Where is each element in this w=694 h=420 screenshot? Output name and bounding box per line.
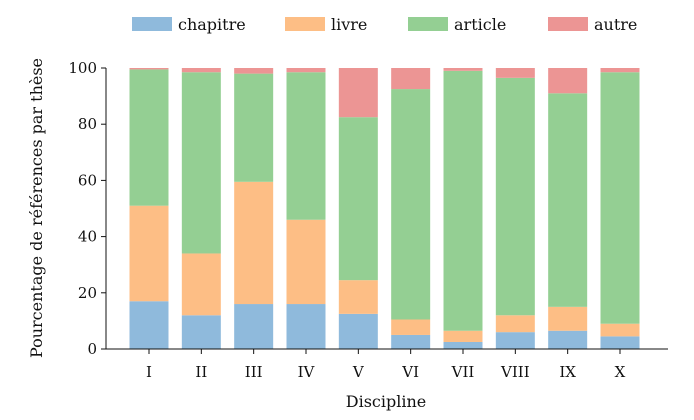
bar-autre-IV [286,68,326,73]
y-tick-label: 80 [78,115,97,133]
bar-chapitre-VI [391,334,431,349]
x-tick-label: IV [298,363,316,381]
bar-livre-I [129,205,169,302]
bar-livre-II [181,253,221,316]
bar-autre-X [600,68,640,73]
bar-chapitre-VII [443,341,483,349]
bar-autre-I [129,68,169,70]
y-tick-label: 20 [78,284,97,302]
bar-chapitre-II [181,315,221,349]
legend-swatch-article [408,17,448,31]
bar-autre-V [338,68,378,118]
legend-swatch-autre [548,17,588,31]
x-tick-label: III [245,363,263,381]
legend-label-article: article [454,15,506,34]
x-tick-label: VIII [500,363,530,381]
bar-article-IX [548,93,588,307]
bar-article-IV [286,72,326,220]
bar-livre-X [600,323,640,337]
bar-article-I [129,69,169,206]
x-tick-label: X [615,363,626,381]
y-tick-label: 0 [87,340,97,358]
x-ticks: I II III IV V VI VII VIII IX X [146,349,626,381]
x-axis-label: Discipline [346,392,426,411]
bar-chapitre-X [600,336,640,349]
x-tick-label: I [146,363,152,381]
y-tick-label: 100 [68,59,97,77]
legend-swatch-livre [285,17,325,31]
bar-article-X [600,72,640,324]
legend-label-chapitre: chapitre [178,15,246,34]
bar-chapitre-V [338,313,378,350]
bar-chapitre-I [129,301,169,349]
x-tick-label: V [352,363,365,381]
bar-livre-V [338,280,378,314]
bar-livre-IX [548,306,588,331]
y-tick-label: 60 [78,171,97,189]
legend-swatch-chapitre [132,17,172,31]
bar-chapitre-VIII [495,332,535,349]
bar-article-III [234,73,274,182]
bars [129,68,640,350]
axes [105,68,668,350]
x-tick-label: VI [401,363,419,381]
bar-livre-IV [286,219,326,305]
y-tick-label: 40 [78,228,97,246]
x-tick-label: VII [451,363,475,381]
bar-livre-VII [443,330,483,342]
bar-article-V [338,117,378,281]
bar-article-VII [443,70,483,331]
x-tick-label: IX [559,363,576,381]
x-tick-label: II [195,363,207,381]
y-ticks: 0 20 40 60 80 100 [68,59,106,358]
bar-livre-VI [391,319,431,335]
legend: chapitre livre article autre [132,15,637,34]
bar-chapitre-III [234,304,274,349]
bar-chapitre-IX [548,330,588,349]
bar-article-II [181,72,221,254]
bar-livre-VIII [495,315,535,333]
bar-livre-III [234,181,274,305]
bar-autre-VII [443,68,483,71]
bar-article-VI [391,89,431,320]
legend-label-livre: livre [331,15,367,34]
bar-autre-VIII [495,68,535,78]
bar-article-VIII [495,77,535,316]
bar-autre-III [234,68,274,74]
bar-autre-II [181,68,221,73]
bar-autre-VI [391,68,431,90]
y-axis-label: Pourcentage de références par thèse [27,58,46,358]
legend-label-autre: autre [594,15,637,34]
bar-autre-IX [548,68,588,94]
bar-chapitre-IV [286,304,326,349]
